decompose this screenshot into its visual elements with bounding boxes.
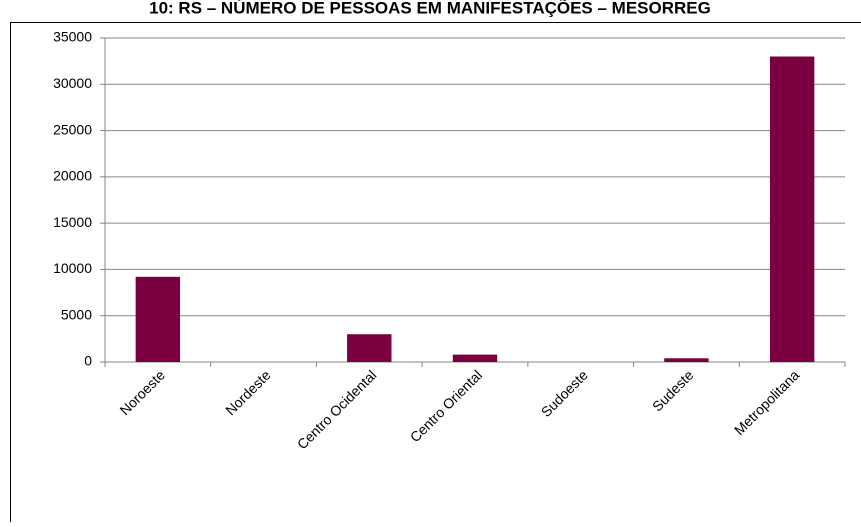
y-tick-label: 10000 bbox=[53, 260, 92, 276]
y-tick-label: 30000 bbox=[53, 75, 92, 91]
bar bbox=[136, 277, 180, 362]
y-tick-label: 0 bbox=[84, 353, 92, 369]
bar bbox=[453, 355, 497, 362]
chart-frame bbox=[11, 23, 861, 523]
bar bbox=[347, 334, 391, 362]
y-tick-label: 20000 bbox=[53, 168, 92, 184]
chart-title: 10: RS – NÚMERO DE PESSOAS EM MANIFESTAÇ… bbox=[149, 0, 711, 17]
bar bbox=[664, 358, 708, 362]
bar bbox=[770, 57, 814, 362]
y-tick-label: 35000 bbox=[53, 29, 92, 45]
y-tick-label: 5000 bbox=[61, 306, 92, 322]
y-tick-label: 15000 bbox=[53, 214, 92, 230]
y-tick-label: 25000 bbox=[53, 121, 92, 137]
